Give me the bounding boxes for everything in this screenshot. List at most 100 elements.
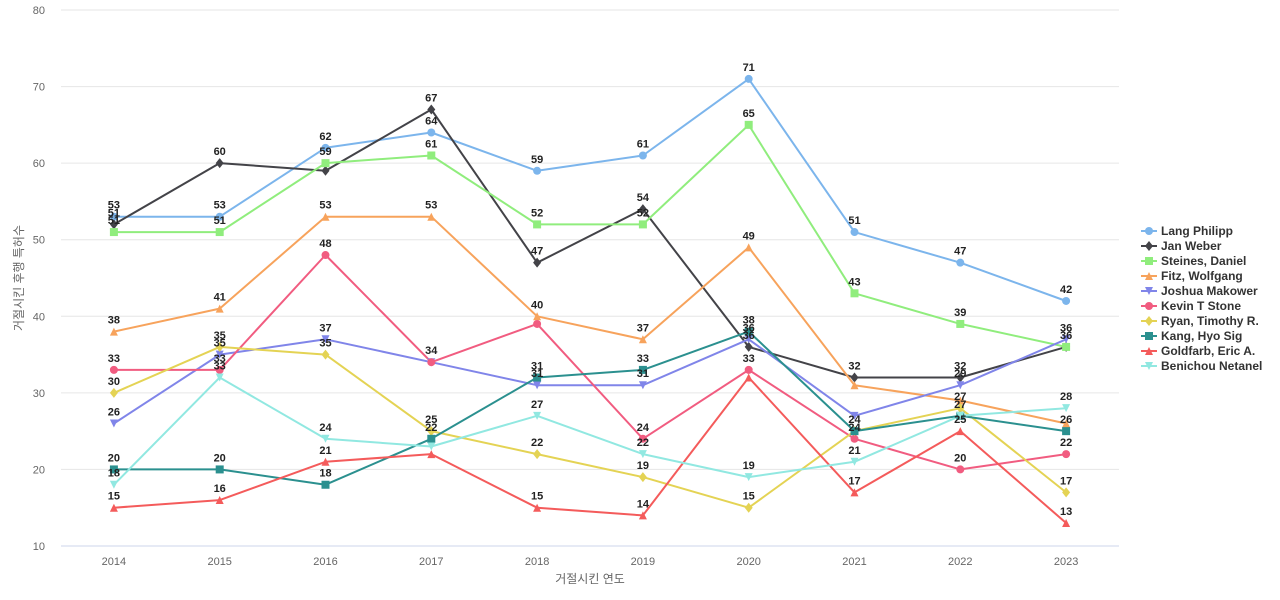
data-point-marker[interactable] [744, 335, 753, 344]
legend-item[interactable]: Benichou Netanel [1141, 359, 1262, 373]
data-point-marker[interactable] [321, 165, 330, 176]
data-point-marker[interactable] [850, 427, 859, 436]
series-line[interactable] [113, 330, 1067, 486]
data-point-marker[interactable] [744, 120, 753, 129]
data-point-marker[interactable] [956, 258, 965, 267]
data-point-marker[interactable] [109, 503, 118, 512]
series-line[interactable] [113, 376, 1067, 524]
data-point-marker[interactable] [956, 411, 965, 420]
data-point-marker[interactable] [427, 426, 436, 437]
data-point-marker[interactable] [1062, 487, 1071, 498]
data-point-marker[interactable] [533, 381, 542, 390]
series-line[interactable] [113, 123, 1067, 348]
data-point-marker[interactable] [427, 450, 436, 459]
data-point-marker[interactable] [109, 465, 118, 474]
data-point-marker[interactable] [215, 228, 224, 237]
data-point-marker[interactable] [533, 411, 542, 420]
series-line[interactable] [113, 215, 1067, 425]
data-point-marker[interactable] [215, 465, 224, 474]
data-point-marker[interactable] [109, 219, 118, 230]
data-point-marker[interactable] [215, 304, 224, 313]
data-point-marker[interactable] [109, 212, 118, 221]
data-point-marker[interactable] [850, 457, 859, 466]
data-point-marker[interactable] [638, 151, 647, 160]
data-point-marker[interactable] [533, 220, 542, 229]
data-point-marker[interactable] [956, 396, 965, 405]
legend-item[interactable]: Goldfarb, Eric A. [1141, 344, 1255, 358]
data-point-marker[interactable] [1062, 404, 1071, 413]
data-point-marker[interactable] [215, 212, 224, 221]
data-point-marker[interactable] [638, 365, 647, 374]
data-point-marker[interactable] [850, 488, 859, 497]
data-point-marker[interactable] [427, 104, 436, 115]
legend-item[interactable]: Ryan, Timothy R. [1141, 314, 1259, 328]
data-point-marker[interactable] [215, 158, 224, 169]
legend-item[interactable]: Joshua Makower [1141, 284, 1258, 298]
data-point-marker[interactable] [638, 472, 647, 483]
data-point-marker[interactable] [215, 341, 224, 352]
data-point-marker[interactable] [109, 387, 118, 398]
data-point-marker[interactable] [850, 289, 859, 298]
data-point-marker[interactable] [1062, 342, 1071, 351]
data-point-marker[interactable] [109, 228, 118, 237]
series-line[interactable] [113, 345, 1067, 509]
data-point-marker[interactable] [850, 228, 859, 237]
data-point-marker[interactable] [321, 212, 330, 221]
data-point-marker[interactable] [533, 503, 542, 512]
data-point-marker[interactable] [1062, 427, 1071, 436]
data-point-marker[interactable] [321, 159, 330, 168]
data-point-marker[interactable] [427, 434, 436, 443]
data-point-marker[interactable] [638, 220, 647, 229]
data-point-marker[interactable] [321, 349, 330, 360]
data-point-marker[interactable] [744, 341, 753, 352]
data-point-marker[interactable] [744, 327, 753, 336]
legend-item[interactable]: Kevin T Stone [1141, 299, 1241, 313]
data-point-marker[interactable] [638, 434, 647, 443]
data-point-marker[interactable] [533, 312, 542, 321]
data-point-marker[interactable] [109, 365, 118, 374]
data-point-marker[interactable] [427, 212, 436, 221]
data-point-marker[interactable] [321, 480, 330, 489]
legend-item[interactable]: Fitz, Wolfgang [1141, 269, 1243, 283]
series-line[interactable] [113, 376, 1067, 486]
data-point-marker[interactable] [533, 166, 542, 175]
data-point-marker[interactable] [321, 457, 330, 466]
data-point-marker[interactable] [427, 128, 436, 137]
data-point-marker[interactable] [215, 496, 224, 505]
data-point-marker[interactable] [533, 373, 542, 382]
data-point-marker[interactable] [744, 502, 753, 513]
data-point-marker[interactable] [744, 373, 753, 382]
data-point-marker[interactable] [321, 335, 330, 344]
data-point-marker[interactable] [427, 151, 436, 160]
legend-item[interactable]: Kang, Hyo Sig [1141, 329, 1242, 343]
data-point-marker[interactable] [109, 327, 118, 336]
data-point-marker[interactable] [321, 251, 330, 260]
data-point-marker[interactable] [638, 450, 647, 459]
data-point-marker[interactable] [427, 358, 436, 367]
data-point-marker[interactable] [956, 427, 965, 436]
legend-item[interactable]: Steines, Daniel [1141, 254, 1246, 268]
data-point-marker[interactable] [744, 243, 753, 252]
series-line[interactable] [113, 338, 1067, 425]
data-point-marker[interactable] [956, 381, 965, 390]
data-point-marker[interactable] [533, 319, 542, 328]
legend-item[interactable]: Jan Weber [1141, 239, 1222, 253]
data-point-marker[interactable] [744, 473, 753, 482]
data-point-marker[interactable] [109, 480, 118, 489]
data-point-marker[interactable] [956, 465, 965, 474]
data-point-marker[interactable] [956, 403, 965, 414]
data-point-marker[interactable] [744, 365, 753, 374]
data-point-marker[interactable] [1062, 519, 1071, 528]
data-point-marker[interactable] [215, 350, 224, 359]
data-point-marker[interactable] [533, 449, 542, 460]
series-line[interactable] [113, 77, 1067, 302]
data-point-marker[interactable] [638, 511, 647, 520]
data-point-marker[interactable] [638, 381, 647, 390]
legend-item[interactable]: Lang Philipp [1141, 224, 1233, 238]
series-line[interactable] [113, 254, 1067, 471]
data-point-marker[interactable] [109, 419, 118, 428]
data-point-marker[interactable] [215, 365, 224, 374]
series-line[interactable] [113, 108, 1067, 379]
data-point-marker[interactable] [215, 373, 224, 382]
data-point-marker[interactable] [321, 434, 330, 443]
